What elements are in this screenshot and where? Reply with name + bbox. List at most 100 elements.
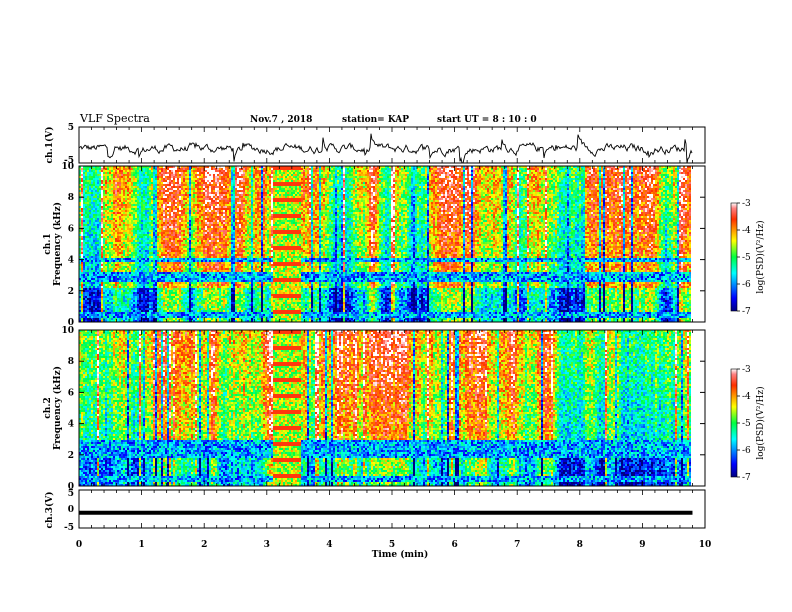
spectrogram-cell [677, 170, 679, 172]
spectrogram-cell [563, 174, 565, 176]
spectrogram-cell [481, 172, 483, 174]
spectrogram-cell [587, 176, 589, 178]
spectrogram-cell [199, 170, 201, 172]
spectrogram-cell [493, 168, 495, 170]
spectrogram-cell [163, 172, 165, 174]
spectrogram-cell [593, 168, 595, 170]
spectrogram-cell [335, 168, 337, 170]
spectrogram-cell [287, 176, 289, 178]
spectrogram-cell [293, 168, 295, 170]
spectrogram-cell [685, 174, 687, 176]
spectrogram-cell [255, 172, 257, 174]
spectrogram-cell [251, 168, 253, 170]
spectrogram-cell [461, 172, 463, 174]
spectrogram-cell [419, 168, 421, 170]
spectrogram-cell [663, 172, 665, 174]
spectrogram-cell [379, 174, 381, 176]
spectrogram-cell [391, 172, 393, 174]
spectrogram-cell [577, 176, 579, 178]
spectrogram-cell [587, 174, 589, 176]
spectrogram-cell [325, 178, 327, 180]
spectrogram-cell [281, 176, 283, 178]
spectrogram-cell [253, 178, 255, 180]
spectrogram-cell [535, 168, 537, 170]
spectrogram-cell [625, 174, 627, 176]
spectrogram-cell [549, 174, 551, 176]
ch1-waveform-ylabel: ch.1(V) [44, 127, 55, 164]
spectrogram-cell [323, 168, 325, 170]
spectrogram-cell [239, 178, 241, 180]
spectrogram-cell [567, 174, 569, 176]
spectrogram-cell [475, 174, 477, 176]
spectrogram-cell [277, 172, 279, 174]
spectrogram-cell [429, 174, 431, 176]
spectrogram-cell [683, 174, 685, 176]
spectrogram-cell [201, 176, 203, 178]
spectrogram-cell [617, 170, 619, 172]
spectrogram-cell [123, 176, 125, 178]
spectrogram-cell [431, 170, 433, 172]
spectrogram-cell [639, 176, 641, 178]
spectrogram-cell [543, 168, 545, 170]
spectrogram-cell [589, 172, 591, 174]
spectrogram-cell [359, 174, 361, 176]
spectrogram-cell [221, 170, 223, 172]
spectrogram-cell [431, 168, 433, 170]
spectrogram-cell [177, 176, 179, 178]
spectrogram-cell [175, 178, 177, 180]
spectrogram-cell [155, 178, 157, 180]
spectrogram-cell [609, 168, 611, 170]
spectrogram-cell [279, 172, 281, 174]
spectrogram-cell [359, 172, 361, 174]
spectrogram-cell [525, 168, 527, 170]
spectrogram-cell [209, 178, 211, 180]
spectrogram-cell [561, 168, 563, 170]
spectrogram-cell [387, 170, 389, 172]
spectrogram-cell [357, 176, 359, 178]
spectrogram-cell [129, 170, 131, 172]
spectrogram-cell [253, 174, 255, 176]
spectrogram-cell [183, 178, 185, 180]
spectrogram-cell [295, 172, 297, 174]
spectrogram-cell [597, 170, 599, 172]
spectrogram-cell [351, 176, 353, 178]
spectrogram-cell [263, 172, 265, 174]
spectrogram-cell [479, 170, 481, 172]
spectrogram-cell [657, 170, 659, 172]
spectrogram-cell [455, 174, 457, 176]
spectrogram-cell [321, 170, 323, 172]
spectrogram-cell [547, 168, 549, 170]
spectrogram-cell [193, 176, 195, 178]
spectrogram-cell [423, 170, 425, 172]
spectrogram-cell [425, 174, 427, 176]
spectrogram-cell [143, 174, 145, 176]
spectrogram-cell [375, 178, 377, 180]
spectrogram-cell [117, 172, 119, 174]
spectrogram-cell [611, 172, 613, 174]
spectrogram-cell [641, 172, 643, 174]
spectrogram-cell [133, 176, 135, 178]
spectrogram-cell [165, 178, 167, 180]
spectrogram-cell [199, 168, 201, 170]
spectrogram-cell [333, 168, 335, 170]
spectrogram-cell [267, 170, 269, 172]
spectrogram-cell [421, 178, 423, 180]
spectrogram-cell [629, 174, 631, 176]
spectrogram-cell [609, 176, 611, 178]
spectrogram-cell [147, 170, 149, 172]
spectrogram-cell [339, 168, 341, 170]
spectrogram-cell [289, 176, 291, 178]
spectrogram-cell [83, 176, 85, 178]
spectrogram-cell [115, 172, 117, 174]
spectrogram-cell [187, 176, 189, 178]
spectrogram-cell [371, 174, 373, 176]
spectrogram-cell [585, 174, 587, 176]
spectrogram-cell [347, 172, 349, 174]
spectrogram-cell [593, 172, 595, 174]
spectrogram-cell [263, 168, 265, 170]
spectrogram-cell [153, 170, 155, 172]
spectrogram-cell [255, 176, 257, 178]
spectrogram-cell [407, 170, 409, 172]
spectrogram-cell [491, 176, 493, 178]
spectrogram-cell [87, 178, 89, 180]
